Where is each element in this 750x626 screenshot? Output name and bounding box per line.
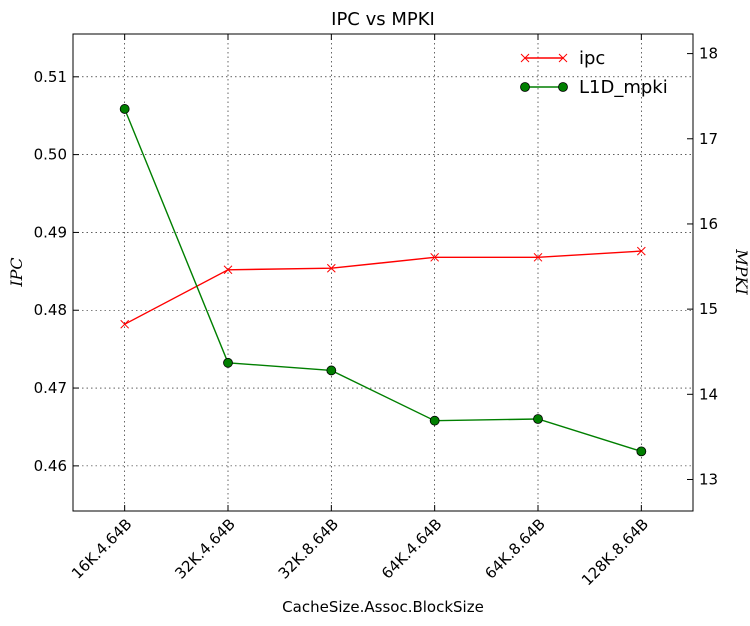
legend-label: ipc bbox=[579, 48, 605, 69]
point-ipc bbox=[533, 252, 543, 262]
right-tick-label: 15 bbox=[699, 300, 718, 318]
legend: ipc L1D_mpki bbox=[520, 48, 668, 98]
left-tick-label: 0.47 bbox=[34, 379, 67, 397]
x-marker-stroke bbox=[223, 265, 233, 275]
series-line-ipc bbox=[124, 250, 642, 325]
left-tick-label: 0.48 bbox=[34, 301, 67, 319]
right-tick-label: 17 bbox=[699, 130, 718, 148]
right-tick-label: 16 bbox=[699, 215, 718, 233]
left-axis: 0.46 0.47 0.48 0.49 0.50 0.51 bbox=[34, 68, 79, 475]
series-line-L1D_mpki bbox=[124, 108, 642, 453]
legend-marker-stroke bbox=[558, 53, 568, 63]
x-marker-stroke bbox=[533, 252, 543, 262]
x-marker-stroke bbox=[326, 263, 336, 273]
legend-label: L1D_mpki bbox=[579, 77, 668, 98]
left-axis-label: IPC bbox=[7, 257, 26, 287]
right-tick-label: 13 bbox=[699, 470, 718, 488]
right-axis-label: MPKI bbox=[732, 248, 750, 295]
right-tick-label: 18 bbox=[699, 45, 718, 63]
x-marker-stroke bbox=[636, 246, 646, 256]
point-ipc bbox=[223, 265, 233, 275]
point-ipc bbox=[326, 263, 336, 273]
left-tick-label: 0.46 bbox=[34, 457, 67, 475]
point-ipc bbox=[430, 252, 440, 262]
legend-item-L1D_mpki: L1D_mpki bbox=[520, 77, 668, 98]
x-marker-stroke bbox=[430, 252, 440, 262]
plot-frame bbox=[72, 33, 694, 512]
point-L1D_mpki bbox=[119, 104, 130, 114]
grid bbox=[73, 34, 693, 511]
legend-marker bbox=[558, 82, 568, 92]
right-tick-label: 14 bbox=[699, 385, 718, 403]
point-ipc bbox=[120, 319, 130, 329]
point-L1D_mpki bbox=[326, 365, 337, 376]
legend-marker bbox=[520, 82, 530, 92]
x-marker-stroke bbox=[120, 319, 130, 329]
legend-item-ipc: ipc bbox=[520, 48, 605, 69]
left-tick-label: 0.50 bbox=[34, 146, 67, 164]
point-L1D_mpki bbox=[429, 415, 440, 426]
left-tick-label: 0.49 bbox=[34, 223, 67, 241]
x-axis-label: CacheSize.Assoc.BlockSize bbox=[282, 598, 484, 616]
point-L1D_mpki bbox=[636, 446, 647, 457]
left-tick-label: 0.51 bbox=[34, 68, 67, 86]
legend-marker-stroke bbox=[520, 53, 530, 63]
point-L1D_mpki bbox=[533, 414, 543, 424]
right-axis: 13 14 15 16 17 18 bbox=[687, 45, 718, 488]
point-ipc bbox=[636, 246, 646, 256]
series-layer bbox=[119, 104, 647, 457]
chart-title: IPC vs MPKI bbox=[331, 9, 435, 30]
point-L1D_mpki bbox=[223, 357, 233, 368]
